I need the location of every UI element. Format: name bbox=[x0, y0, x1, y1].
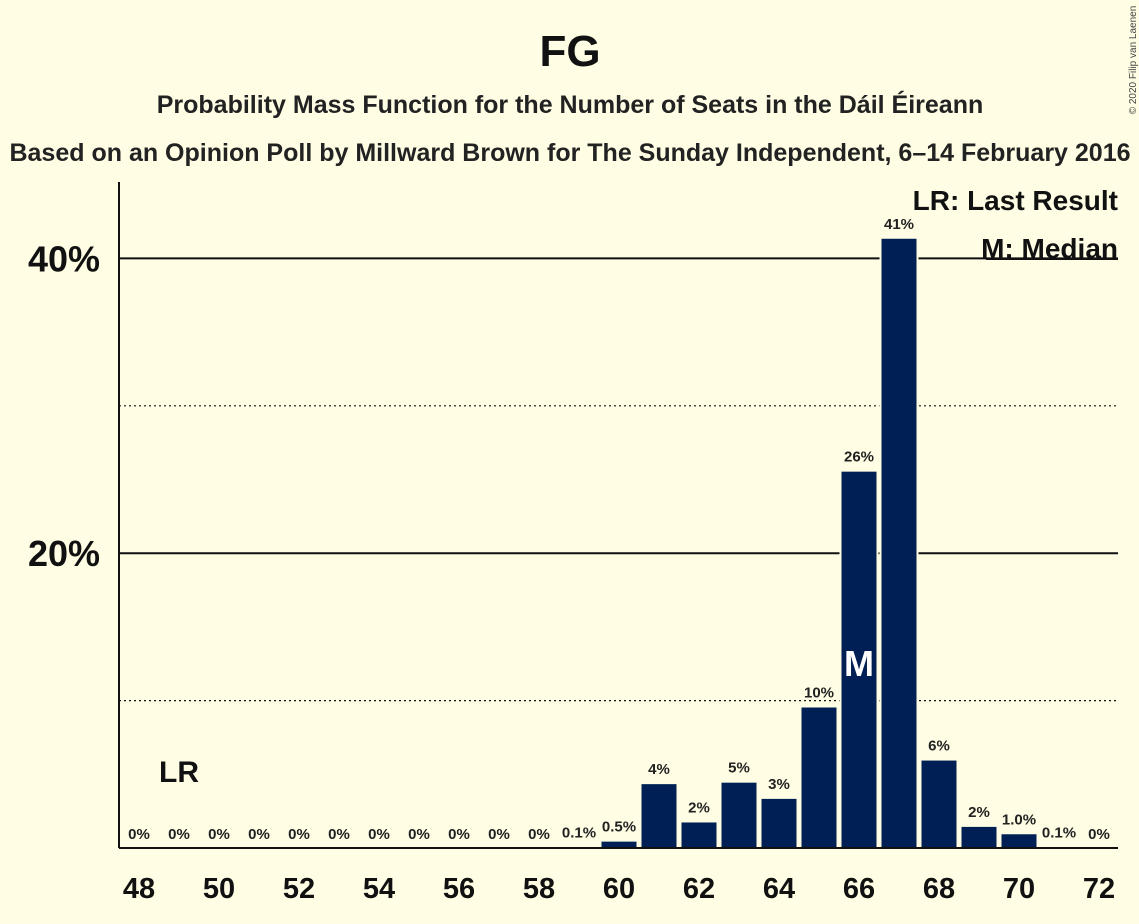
bar-label-seat-66: 26% bbox=[844, 449, 874, 466]
bar-seat-70 bbox=[999, 832, 1039, 850]
bar-label-seat-55: 0% bbox=[408, 826, 430, 843]
x-tick-60: 60 bbox=[603, 873, 635, 905]
x-tick-68: 68 bbox=[923, 873, 955, 905]
y-tick-labels: 20% 40% bbox=[28, 238, 100, 574]
chart-subtitle-poll: Based on an Opinion Poll by Millward Bro… bbox=[9, 139, 1130, 167]
bar-label-seat-71: 0.1% bbox=[1042, 825, 1076, 842]
x-tick-64: 64 bbox=[763, 873, 795, 905]
copyright-credit: © 2020 Filip van Laenen bbox=[1128, 6, 1139, 115]
bar-label-seat-52: 0% bbox=[288, 826, 310, 843]
x-tick-52: 52 bbox=[283, 873, 315, 905]
bars bbox=[559, 236, 1079, 850]
y-tick-20: 20% bbox=[28, 533, 100, 574]
bar-label-seat-64: 3% bbox=[768, 776, 790, 793]
bar-label-seat-56: 0% bbox=[448, 826, 470, 843]
bar-label-seat-50: 0% bbox=[208, 826, 230, 843]
x-tick-56: 56 bbox=[443, 873, 475, 905]
bar-label-seat-61: 4% bbox=[648, 761, 670, 778]
x-tick-50: 50 bbox=[203, 873, 235, 905]
bar-label-seat-48: 0% bbox=[128, 826, 150, 843]
bar-seat-63 bbox=[719, 780, 759, 849]
last-result-marker: LR bbox=[159, 756, 199, 789]
x-tick-labels: 48 50 52 54 56 58 60 62 64 66 68 70 72 bbox=[123, 873, 1115, 905]
bar-label-seat-58: 0% bbox=[528, 826, 550, 843]
bar-label-seat-54: 0% bbox=[368, 826, 390, 843]
axes bbox=[118, 182, 1118, 849]
bar-label-seat-67: 41% bbox=[884, 216, 914, 233]
bar-seat-68 bbox=[919, 758, 959, 849]
bar-label-seat-65: 10% bbox=[804, 684, 834, 701]
bar-label-seat-69: 2% bbox=[968, 804, 990, 821]
legend-last-result: LR: Last Result bbox=[913, 185, 1118, 216]
bar-label-seat-70: 1.0% bbox=[1002, 811, 1036, 828]
bar-label-seat-59: 0.1% bbox=[562, 825, 596, 842]
bar-seat-60 bbox=[599, 839, 639, 850]
bar-seat-67 bbox=[879, 236, 919, 850]
x-tick-48: 48 bbox=[123, 873, 155, 905]
x-tick-54: 54 bbox=[363, 873, 395, 905]
gridlines bbox=[119, 257, 1118, 702]
x-tick-66: 66 bbox=[843, 873, 875, 905]
x-tick-72: 72 bbox=[1083, 873, 1115, 905]
bar-seat-69 bbox=[959, 824, 999, 850]
bar-label-seat-51: 0% bbox=[248, 826, 270, 843]
x-tick-62: 62 bbox=[683, 873, 715, 905]
x-tick-58: 58 bbox=[523, 873, 555, 905]
y-tick-40: 40% bbox=[28, 238, 100, 279]
bar-label-seat-68: 6% bbox=[928, 738, 950, 755]
bar-label-seat-49: 0% bbox=[168, 826, 190, 843]
bar-label-seat-72: 0% bbox=[1088, 826, 1110, 843]
chart-subtitle: Probability Mass Function for the Number… bbox=[157, 90, 984, 119]
x-tick-70: 70 bbox=[1003, 873, 1035, 905]
bar-seat-65 bbox=[799, 705, 839, 849]
bar-label-seat-57: 0% bbox=[488, 826, 510, 843]
bar-label-seat-63: 5% bbox=[728, 760, 750, 777]
bar-seat-64 bbox=[759, 796, 799, 849]
bar-label-seat-53: 0% bbox=[328, 826, 350, 843]
bar-label-seat-62: 2% bbox=[688, 799, 710, 816]
bar-seat-61 bbox=[639, 782, 679, 849]
median-marker: M bbox=[844, 643, 874, 684]
chart-title: FG bbox=[539, 27, 600, 76]
bar-seat-62 bbox=[679, 820, 719, 850]
bar-seat-66 bbox=[839, 469, 879, 849]
bar-labels: 0% 0% 0% 0% 0% 0% 0% 0% 0% 0% 0% 0.1% 0.5% 4% 2% 5% 3% 10… bbox=[128, 216, 1110, 843]
bar-label-seat-60: 0.5% bbox=[602, 819, 636, 836]
